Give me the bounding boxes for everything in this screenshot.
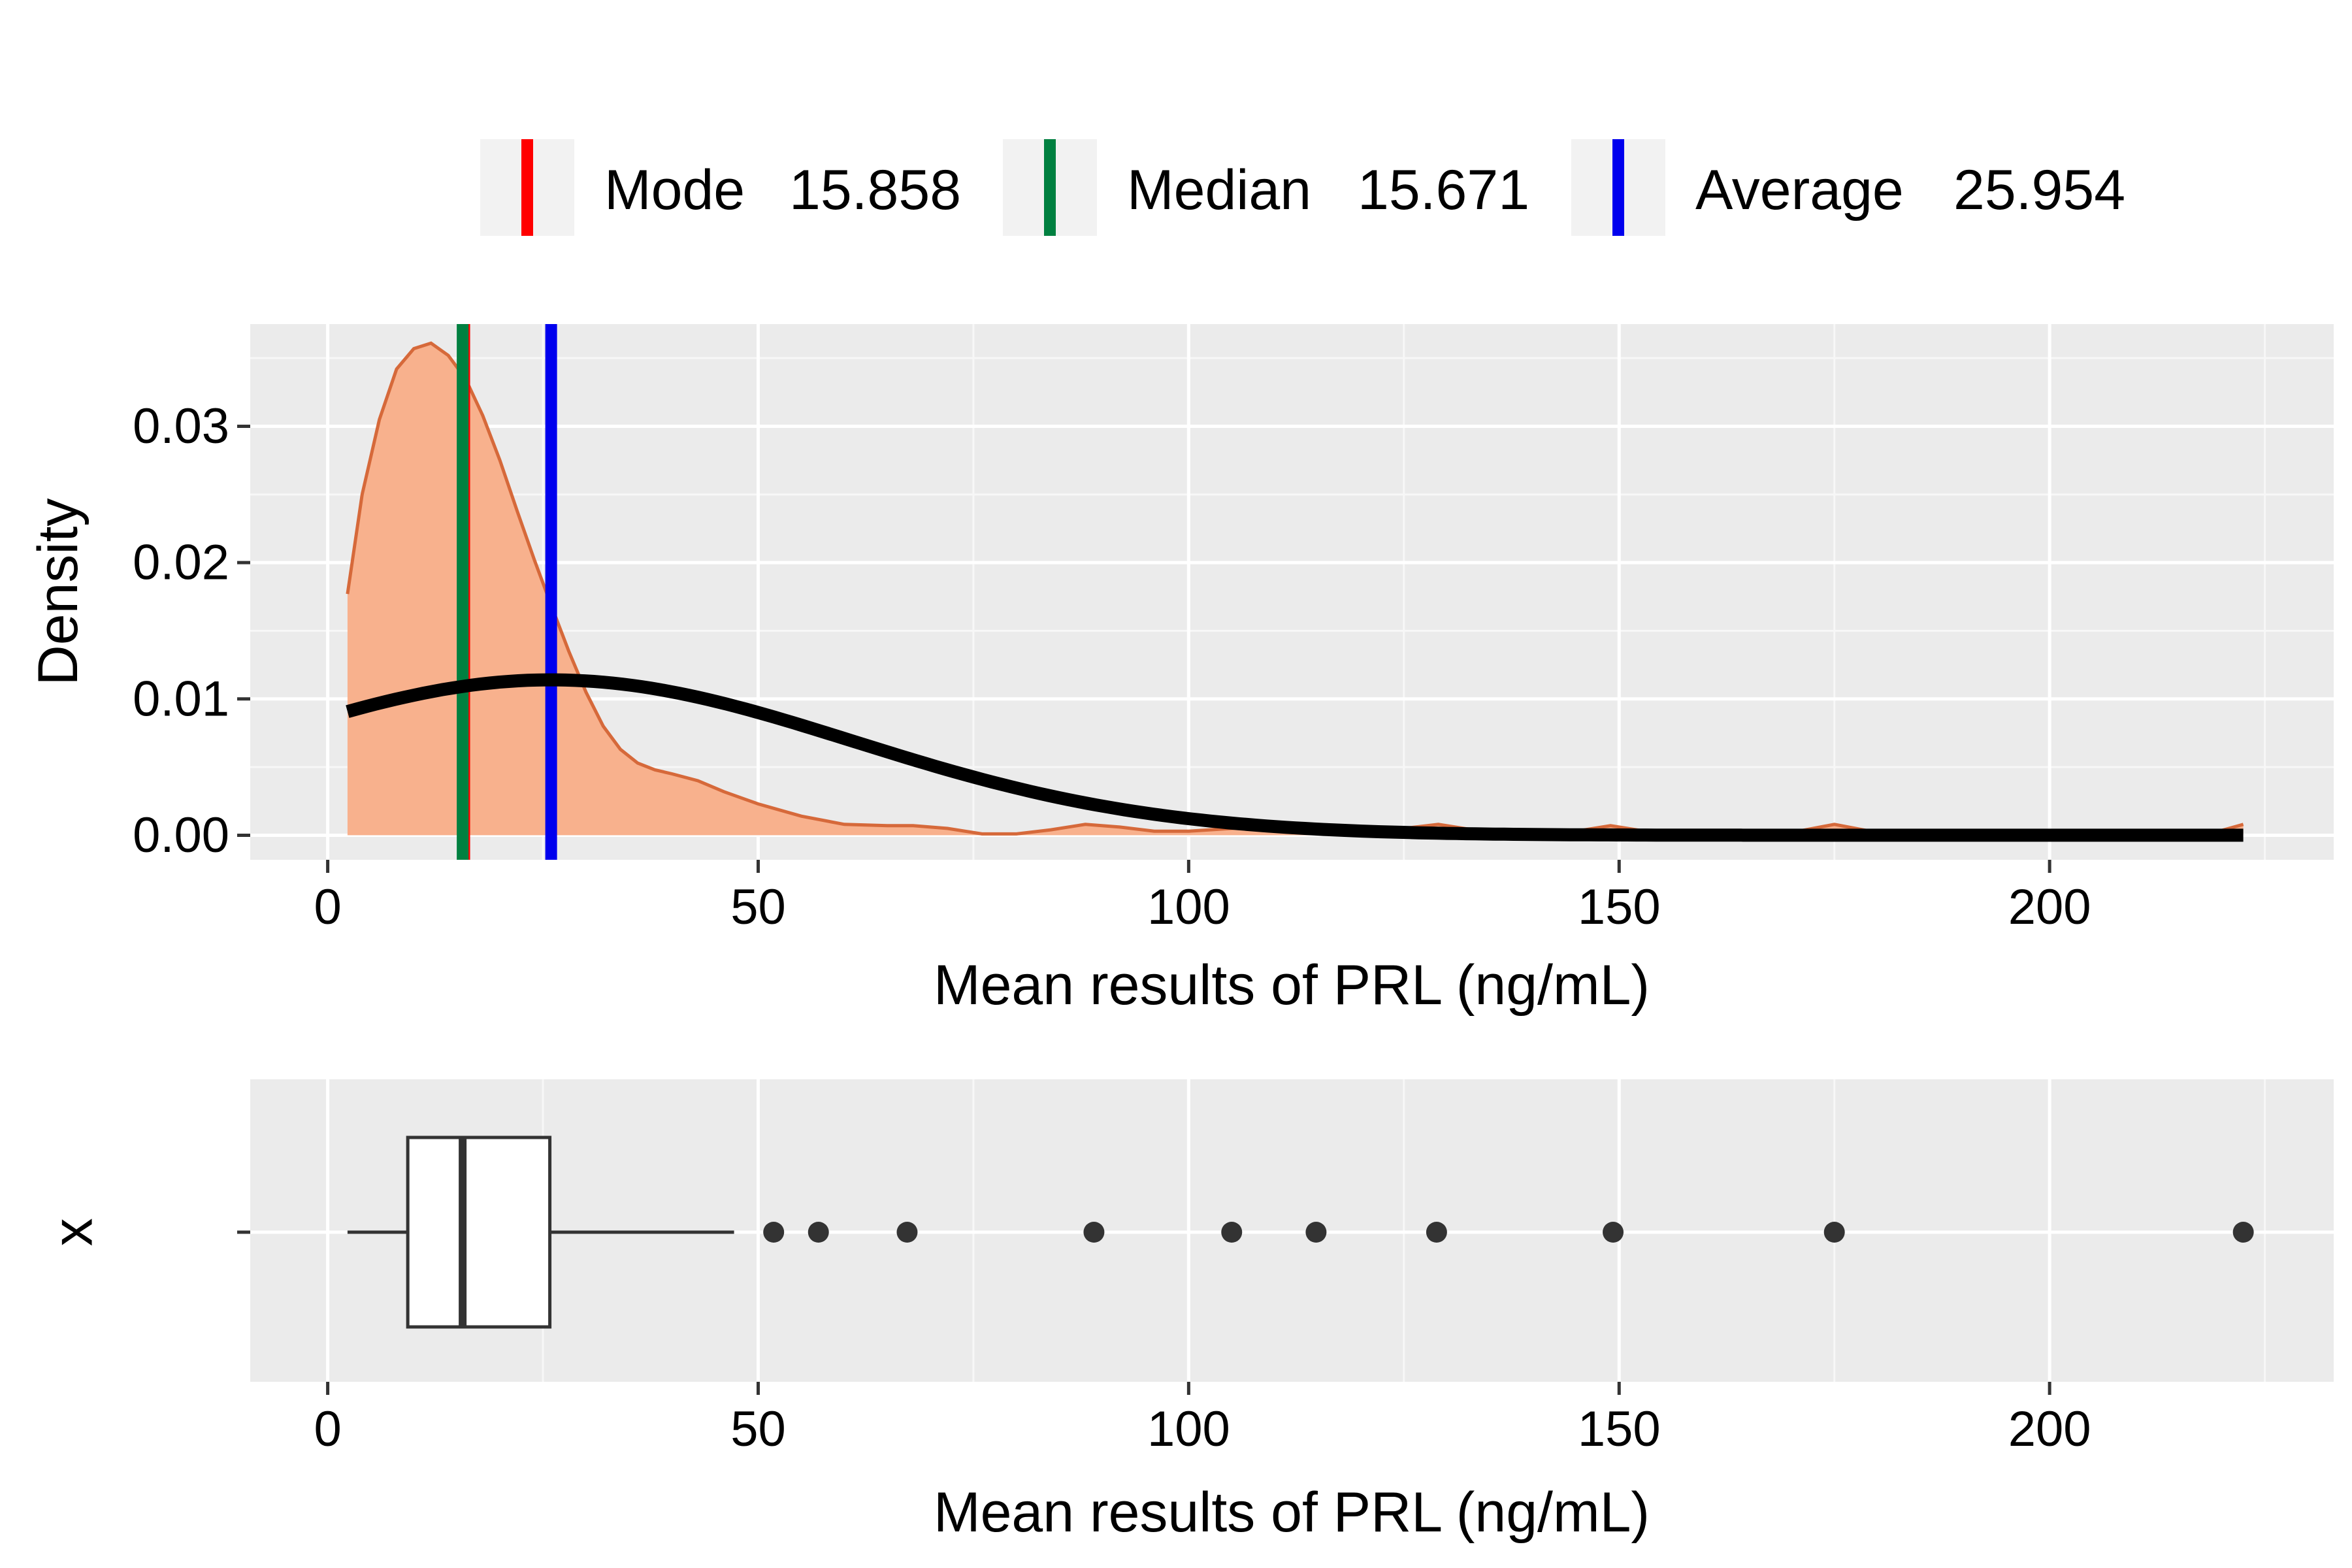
- normal-curve: [346, 673, 2244, 842]
- density-line: [346, 341, 2244, 837]
- density-x-tick-label: 100: [1147, 879, 1230, 935]
- density-x-axis: 0 50 100 150 200: [314, 860, 2091, 935]
- legend-value-median: 15.671: [1358, 159, 1529, 221]
- legend-label-median: Median: [1127, 159, 1311, 221]
- density-x-axis-title: Mean results of PRL (ng/mL): [934, 954, 1650, 1017]
- density-x-tick-label: 0: [314, 879, 341, 935]
- boxplot-x-tick-label: 150: [1578, 1401, 1661, 1457]
- density-y-tick-label: 0.00: [133, 808, 229, 863]
- boxplot-panel: x 0 50 100 150 200 Mean results of PRL (ng/m…: [42, 1079, 2334, 1544]
- outlier-point: [763, 1222, 785, 1243]
- boxplot-x-tick-label: 200: [2008, 1401, 2091, 1457]
- density-y-tick-label: 0.02: [133, 535, 229, 591]
- legend-value-average: 25.954: [1953, 159, 2125, 221]
- boxplot-x-tick-label: 50: [730, 1401, 786, 1457]
- legend: Mode 15.858 Median 15.671 Average 25.954: [480, 139, 2125, 236]
- outlier-point: [1823, 1222, 1845, 1243]
- density-area: [347, 343, 2244, 836]
- legend-value-mode: 15.858: [789, 159, 961, 221]
- boxplot-x-tick-label: 0: [314, 1401, 341, 1457]
- density-y-axis-title: Density: [27, 498, 90, 686]
- boxplot-y-axis-title: x: [42, 1218, 105, 1247]
- density-y-tick-label: 0.03: [133, 399, 229, 454]
- outlier-point: [1221, 1222, 1243, 1243]
- boxplot-x-axis: 0 50 100 150 200: [314, 1382, 2091, 1457]
- outlier-point: [1305, 1222, 1327, 1243]
- density-x-tick-label: 200: [2008, 879, 2091, 935]
- outlier-point: [1426, 1222, 1447, 1243]
- density-y-tick-label: 0.01: [133, 671, 229, 727]
- outlier-point: [1083, 1222, 1105, 1243]
- density-y-axis: 0.00 0.01 0.02 0.03: [133, 399, 250, 863]
- boxplot-x-tick-label: 100: [1147, 1401, 1230, 1457]
- legend-label-mode: Mode: [604, 159, 745, 221]
- density-x-tick-label: 150: [1578, 879, 1661, 935]
- outlier-point: [808, 1222, 829, 1243]
- density-x-tick-label: 50: [730, 879, 786, 935]
- outlier-points: [763, 1222, 2254, 1243]
- legend-label-average: Average: [1695, 159, 1904, 221]
- outlier-point: [2232, 1222, 2254, 1243]
- outlier-point: [1603, 1222, 1624, 1243]
- box-iqr: [406, 1135, 552, 1329]
- density-panel: 0.00 0.01 0.02 0.03 0 50 100 150 200 Density Me…: [27, 324, 2334, 1017]
- outlier-point: [896, 1222, 918, 1243]
- boxplot-x-axis-title: Mean results of PRL (ng/mL): [934, 1481, 1650, 1544]
- density-major-grid: [250, 324, 2334, 860]
